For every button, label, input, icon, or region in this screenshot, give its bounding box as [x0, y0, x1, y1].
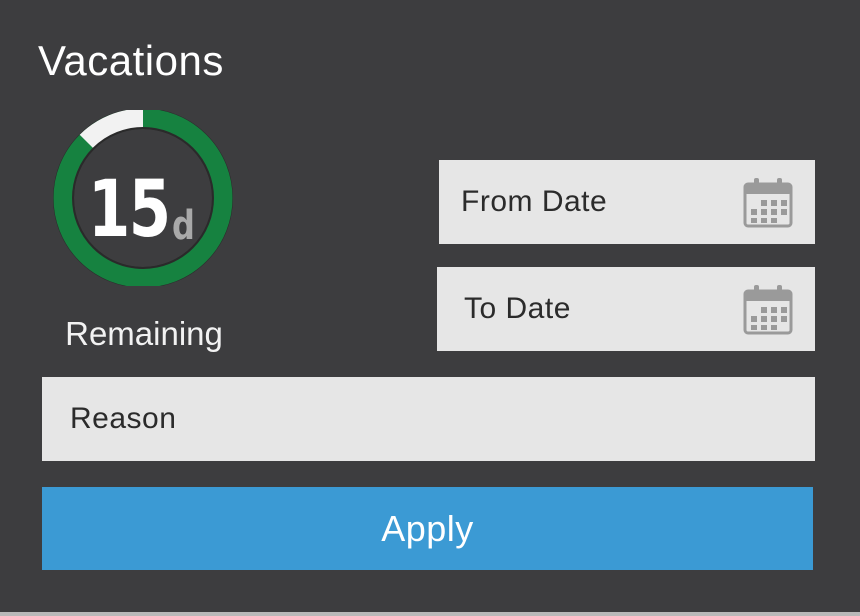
from-date-field[interactable]: From Date: [439, 160, 815, 244]
apply-button[interactable]: Apply: [42, 487, 813, 570]
remaining-days-unit: d: [172, 203, 195, 249]
calendar-icon[interactable]: [743, 178, 793, 228]
reason-placeholder: Reason: [70, 402, 177, 435]
to-date-field[interactable]: To Date: [437, 267, 815, 351]
gauge-inner-edge: [72, 127, 214, 269]
remaining-label: Remaining: [65, 315, 223, 352]
gauge-used-arc: [79, 110, 144, 149]
to-date-placeholder: To Date: [464, 292, 571, 325]
remaining-days-value: 15: [88, 165, 171, 255]
page-title: Vacations: [38, 37, 224, 84]
from-date-placeholder: From Date: [461, 185, 608, 218]
bottom-border: [0, 612, 860, 616]
gauge-ring: [53, 110, 233, 286]
remaining-days-gauge: [44, 110, 242, 286]
calendar-icon[interactable]: [743, 285, 793, 335]
reason-field[interactable]: Reason: [42, 377, 815, 461]
gauge-center: [74, 129, 212, 267]
